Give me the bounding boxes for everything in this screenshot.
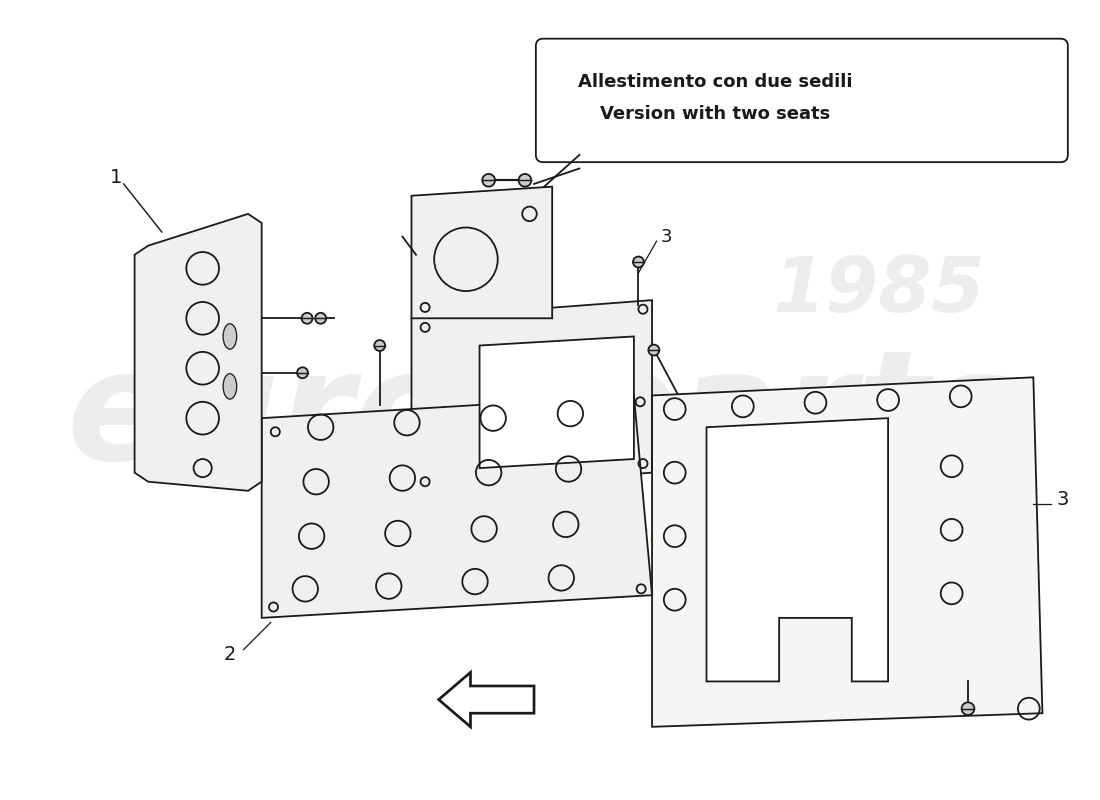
Circle shape [632, 257, 644, 267]
Text: 1: 1 [110, 168, 122, 187]
Circle shape [301, 313, 312, 324]
Polygon shape [706, 418, 888, 682]
Circle shape [648, 345, 659, 355]
Text: 2: 2 [223, 645, 236, 664]
Polygon shape [262, 395, 652, 618]
Circle shape [297, 367, 308, 378]
Ellipse shape [223, 324, 236, 349]
Circle shape [961, 702, 975, 715]
Text: 1985: 1985 [773, 254, 986, 328]
Ellipse shape [223, 374, 236, 399]
Text: Version with two seats: Version with two seats [601, 105, 830, 123]
Text: a passion for parts since 1985: a passion for parts since 1985 [295, 522, 756, 550]
Polygon shape [480, 337, 634, 468]
FancyBboxPatch shape [536, 38, 1068, 162]
Circle shape [482, 174, 495, 186]
Polygon shape [411, 300, 652, 490]
Polygon shape [411, 186, 552, 318]
Text: Allestimento con due sedili: Allestimento con due sedili [579, 74, 852, 91]
Circle shape [374, 340, 385, 351]
Circle shape [518, 174, 531, 186]
Text: 3: 3 [1056, 490, 1068, 510]
Circle shape [316, 313, 326, 324]
Polygon shape [652, 378, 1043, 727]
Polygon shape [134, 214, 262, 490]
Polygon shape [439, 672, 534, 727]
FancyArrowPatch shape [450, 691, 531, 708]
Text: eurogparts: eurogparts [66, 344, 1020, 493]
Text: 3: 3 [661, 227, 672, 246]
